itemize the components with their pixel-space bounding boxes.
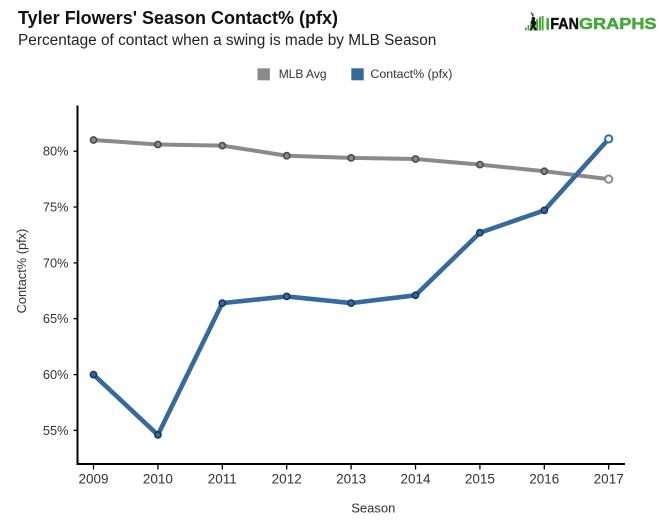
svg-text:80%: 80% (43, 144, 69, 159)
svg-text:65%: 65% (43, 311, 69, 326)
svg-text:GRAPHS: GRAPHS (579, 16, 657, 33)
svg-text:75%: 75% (43, 200, 69, 215)
svg-text:MLB Avg: MLB Avg (279, 67, 327, 81)
svg-text:2013: 2013 (336, 472, 366, 487)
svg-text:2017: 2017 (594, 472, 624, 487)
svg-text:60%: 60% (43, 367, 69, 382)
svg-text:Season: Season (351, 501, 395, 516)
svg-text:Tyler Flowers' Season Contact%: Tyler Flowers' Season Contact% (pfx) (18, 8, 338, 28)
svg-text:55%: 55% (43, 423, 69, 438)
svg-text:Percentage of contact when a s: Percentage of contact when a swing is ma… (18, 32, 436, 49)
svg-text:Contact% (pfx): Contact% (pfx) (14, 229, 29, 314)
svg-text:Contact% (pfx): Contact% (pfx) (370, 67, 452, 81)
svg-text:2011: 2011 (208, 472, 237, 487)
svg-text:2014: 2014 (400, 472, 431, 487)
svg-text:2016: 2016 (529, 472, 559, 487)
svg-text:2009: 2009 (78, 472, 108, 487)
svg-text:70%: 70% (43, 255, 69, 270)
svg-text:2015: 2015 (465, 472, 495, 487)
svg-text:2012: 2012 (272, 472, 302, 487)
svg-text:2010: 2010 (143, 472, 173, 487)
svg-text:FAN: FAN (550, 16, 579, 33)
